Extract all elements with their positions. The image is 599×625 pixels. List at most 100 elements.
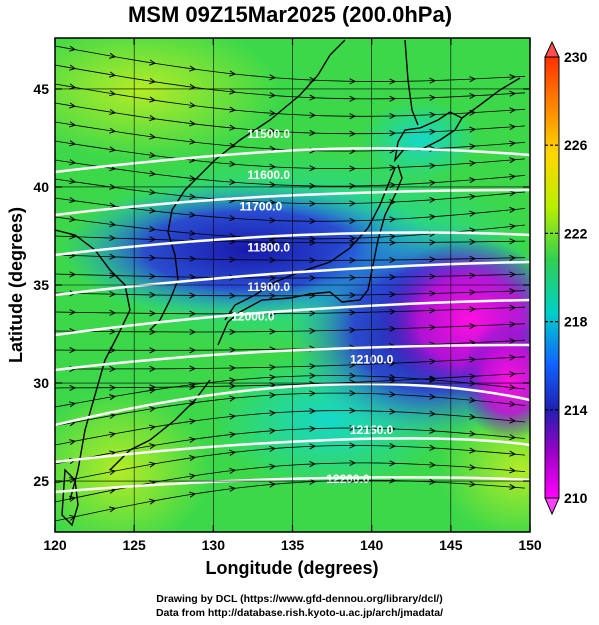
wind-arrowhead [69, 64, 77, 71]
wind-arrowhead [269, 410, 277, 417]
contour-line [55, 298, 530, 337]
wind-arrowhead [349, 390, 357, 397]
wind-arrowhead [149, 151, 157, 159]
wind-arrowhead [509, 74, 517, 81]
wind-arrowhead [469, 238, 477, 245]
wind-arrowhead [229, 70, 237, 77]
wind-arrowhead [69, 401, 77, 408]
contour-line [55, 260, 530, 297]
wind-arrowhead [389, 408, 397, 415]
wind-arrowhead [309, 112, 317, 119]
colorbar-min-arrow [544, 497, 560, 516]
wind-arrowhead [229, 346, 237, 354]
wind-arrowhead [469, 306, 477, 313]
wind-arrowhead [189, 65, 197, 72]
wind-arrowhead [269, 445, 277, 452]
wind-arrowhead [429, 290, 437, 297]
wind-arrowhead [229, 124, 237, 131]
contour-label: 11500.0 [247, 127, 290, 141]
wind-arrowhead [269, 257, 277, 264]
wind-arrowhead [109, 202, 117, 209]
wind-arrowhead [229, 467, 237, 474]
wind-arrowhead [389, 274, 397, 281]
wind-arrowhead [269, 74, 277, 81]
wind-arrowhead [229, 383, 237, 390]
wind-arrowhead [109, 253, 117, 260]
wind-arrowhead [349, 361, 357, 369]
wind-arrowhead [389, 325, 397, 332]
wind-arrowhead [189, 310, 197, 317]
wind-arrowhead [469, 322, 477, 330]
wind-arrowhead [309, 257, 317, 264]
wind-arrowhead [509, 254, 517, 261]
wind-arrowhead [469, 177, 477, 184]
wind-arrowhead [149, 424, 157, 431]
wind-arrowhead [269, 110, 277, 117]
wind-arrowhead [109, 309, 117, 316]
wind-arrowhead [469, 193, 477, 200]
contour-labels: 11500.0 11600.0 11700.0 11800.0 11900.0 12000… [231, 127, 393, 486]
wind-arrowhead [309, 390, 317, 397]
wind-arrowhead [469, 76, 477, 83]
colorbar-max-arrow [544, 40, 560, 58]
wind-arrowhead [189, 175, 197, 182]
wind-arrowhead [509, 90, 517, 97]
wind-arrowhead [389, 216, 397, 223]
wind-arrowhead [189, 347, 197, 354]
contour-line [55, 476, 530, 494]
wind-arrowhead [69, 102, 77, 109]
wind-arrowhead [189, 491, 197, 498]
wind-arrowhead [509, 140, 517, 147]
wind-arrowhead [189, 418, 197, 425]
wind-arrowhead [69, 121, 77, 128]
wind-arrowhead [189, 328, 197, 336]
wind-arrowhead [269, 239, 277, 246]
wind-arrowhead [109, 469, 117, 475]
wind-arrowhead [349, 425, 357, 432]
wind-arrowhead [389, 95, 397, 102]
wind-arrowhead [269, 374, 277, 381]
wind-arrowhead [509, 337, 517, 345]
colorbar-gradient [544, 56, 560, 499]
wind-arrowhead [269, 427, 277, 435]
wind-arrowhead [349, 407, 357, 414]
wind-arrowhead [69, 197, 77, 204]
colorbar-tick-label: 218 [564, 314, 588, 330]
wind-arrowhead [469, 126, 477, 133]
wind-arrowhead [469, 160, 477, 167]
height-contours [55, 147, 530, 494]
streamline [55, 159, 526, 187]
wind-arrowhead [229, 292, 237, 299]
wind-arrowhead [149, 207, 157, 214]
wind-arrowhead [109, 146, 117, 153]
x-axis-label: Longitude (degrees) [205, 558, 378, 578]
wind-arrowhead [429, 256, 437, 263]
wind-arrowhead [469, 92, 477, 100]
wind-arrowhead [149, 59, 157, 66]
wind-arrowhead [429, 239, 437, 246]
wind-arrowhead [509, 288, 517, 295]
wind-arrowhead [309, 165, 317, 172]
wind-arrowhead [189, 255, 197, 262]
wind-arrowhead [509, 384, 517, 391]
colorbar-tick-label: 214 [564, 402, 588, 418]
wind-arrowhead [349, 327, 357, 334]
wind-arrowhead [269, 364, 277, 371]
wind-arrowhead [429, 213, 437, 221]
wind-arrowhead [429, 128, 437, 135]
wind-arrowhead [69, 45, 77, 52]
wind-arrowhead [269, 181, 277, 188]
wind-arrowhead [109, 71, 117, 78]
wind-arrowhead [389, 391, 397, 398]
wind-arrowhead [509, 238, 517, 245]
streamline [55, 410, 526, 446]
wind-arrowhead [149, 225, 157, 233]
contour-label: 12200.0 [326, 472, 370, 486]
wind-arrowhead [229, 328, 237, 335]
wind-arrowhead [389, 239, 397, 246]
wind-arrowhead [229, 395, 237, 402]
wind-arrowhead [189, 455, 197, 462]
wind-arrowhead [149, 310, 157, 317]
x-tick-label: 140 [360, 537, 384, 553]
wind-arrowhead [149, 170, 157, 177]
